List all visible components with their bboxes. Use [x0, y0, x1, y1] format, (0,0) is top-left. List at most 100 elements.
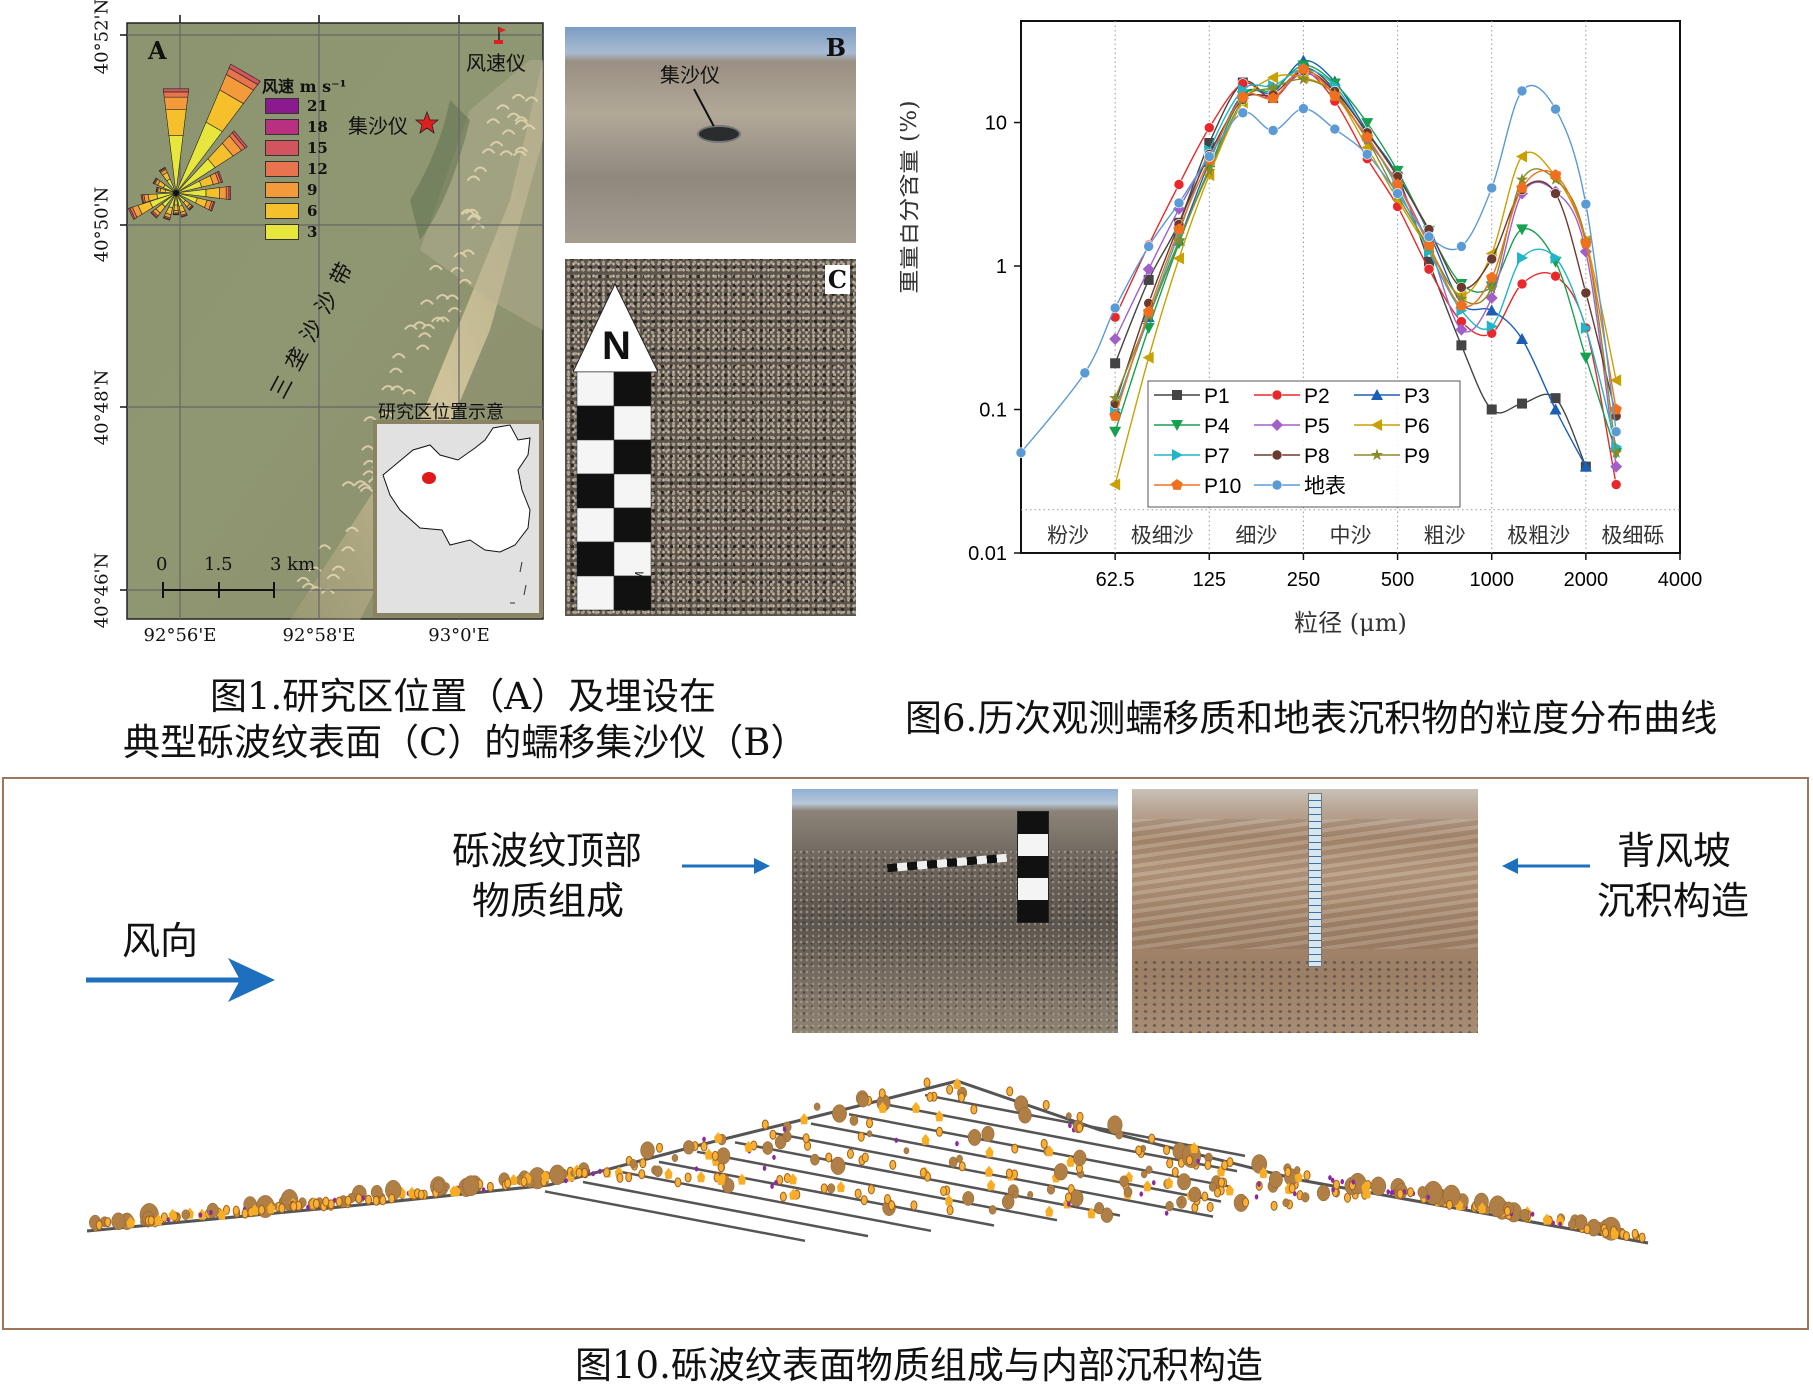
photo-b-sand-trap: 集沙仪 B	[565, 27, 856, 243]
data-point	[1172, 252, 1184, 265]
coarse-gravel	[1208, 1181, 1217, 1192]
inset-title: 研究区位置示意	[378, 402, 504, 423]
legend-label: P6	[1404, 415, 1430, 438]
legend-label: P7	[1204, 445, 1230, 468]
sand-grain	[591, 1171, 595, 1177]
data-point	[1455, 292, 1468, 305]
granule	[1087, 1207, 1096, 1219]
dune-crest	[524, 96, 539, 102]
legend-swatch	[265, 140, 299, 156]
data-point	[1297, 63, 1310, 74]
coarse-gravel	[1519, 1208, 1530, 1222]
lamina-line	[810, 1122, 1222, 1203]
coarse-gravel	[1107, 1115, 1123, 1135]
data-point	[1515, 173, 1529, 185]
fine-gravel	[926, 1092, 934, 1103]
legend-entry: P5	[1254, 415, 1330, 438]
legend-swatch	[265, 203, 299, 219]
dune-crest	[420, 299, 434, 305]
wind-rose-petal	[158, 166, 166, 172]
x-tick-label: 500	[1381, 569, 1414, 591]
granule	[800, 1113, 809, 1125]
granule	[217, 1208, 226, 1220]
coarse-gravel	[462, 1175, 480, 1197]
wind-direction-arrow-icon	[86, 958, 275, 1002]
fine-gravel	[1638, 1232, 1646, 1243]
sand-grain	[209, 1209, 213, 1216]
data-point	[1516, 224, 1529, 236]
dune-crest	[341, 481, 356, 487]
dune-crest	[511, 93, 526, 100]
lamina-line	[658, 1160, 995, 1227]
legend-label: P5	[1304, 415, 1330, 438]
coarse-gravel	[774, 1135, 787, 1150]
data-point	[1550, 251, 1562, 264]
sand-grain	[1340, 1179, 1345, 1185]
plot-frame	[1020, 20, 1681, 554]
granule	[1361, 1181, 1370, 1193]
dune-crest	[514, 119, 529, 125]
sand-grain	[1386, 1189, 1390, 1195]
wind-rose-petal	[155, 186, 158, 193]
dune-crest	[391, 352, 406, 359]
fine-gravel	[1288, 1183, 1296, 1194]
granule	[788, 1173, 797, 1185]
granule	[744, 1140, 753, 1152]
granule	[1190, 1142, 1199, 1154]
wind-legend-title: 风速 m s⁻¹	[262, 77, 347, 96]
lamina-line	[696, 1150, 1058, 1222]
coarse-gravel	[111, 1212, 126, 1230]
coarse-gravel	[1012, 1190, 1019, 1199]
legend-label: 15	[307, 139, 328, 157]
fine-gravel	[1206, 1202, 1214, 1213]
fine-gravel	[290, 1201, 298, 1212]
legend-entry: P4	[1154, 415, 1230, 438]
coarse-gravel	[1094, 1202, 1105, 1215]
wind-legend-item: 12	[265, 160, 328, 178]
checker-square	[613, 371, 652, 407]
dune-crest	[445, 294, 459, 301]
granule	[1225, 1184, 1234, 1196]
coarse-gravel	[1177, 1173, 1191, 1191]
data-point	[1485, 281, 1498, 294]
x-tick-label: 62.5	[1096, 569, 1135, 591]
granule	[836, 1181, 845, 1193]
dune-crest	[514, 116, 528, 122]
checker-square	[576, 439, 615, 475]
granule	[509, 1173, 518, 1185]
dune-crest	[363, 416, 377, 422]
sand-grain	[955, 1141, 959, 1147]
fine-gravel	[639, 1158, 647, 1169]
coarse-gravel	[1188, 1186, 1202, 1203]
data-point	[1516, 150, 1528, 163]
data-point	[1580, 321, 1592, 334]
lon-label-1: 92°56'E	[143, 625, 217, 646]
data-point	[1423, 239, 1435, 250]
data-point	[1580, 287, 1592, 299]
coarse-gravel	[962, 1191, 975, 1206]
fine-gravel	[1185, 1155, 1193, 1166]
fine-gravel	[889, 1159, 897, 1170]
granule	[789, 1188, 798, 1200]
data-point	[1486, 404, 1497, 415]
fine-gravel	[825, 1152, 833, 1163]
legend-marker	[1171, 420, 1183, 431]
coarse-gravel	[1119, 1175, 1129, 1188]
data-point	[1516, 278, 1528, 290]
data-point	[1110, 358, 1121, 369]
fine-gravel	[860, 1195, 868, 1206]
data-point	[1361, 118, 1374, 130]
china-inset	[373, 420, 543, 617]
data-point	[1579, 352, 1592, 364]
granule	[953, 1077, 962, 1089]
dune-crest	[357, 483, 372, 489]
dune-crest	[379, 411, 394, 418]
lee-label-line2: 沉积构造	[1597, 879, 1750, 923]
fine-gravel	[946, 1084, 954, 1095]
dune-crest	[429, 264, 443, 271]
fine-gravel	[616, 1172, 624, 1183]
data-point	[1108, 391, 1122, 404]
sand-grain	[564, 1178, 568, 1184]
data-point	[1549, 403, 1562, 415]
granule	[250, 1204, 259, 1216]
